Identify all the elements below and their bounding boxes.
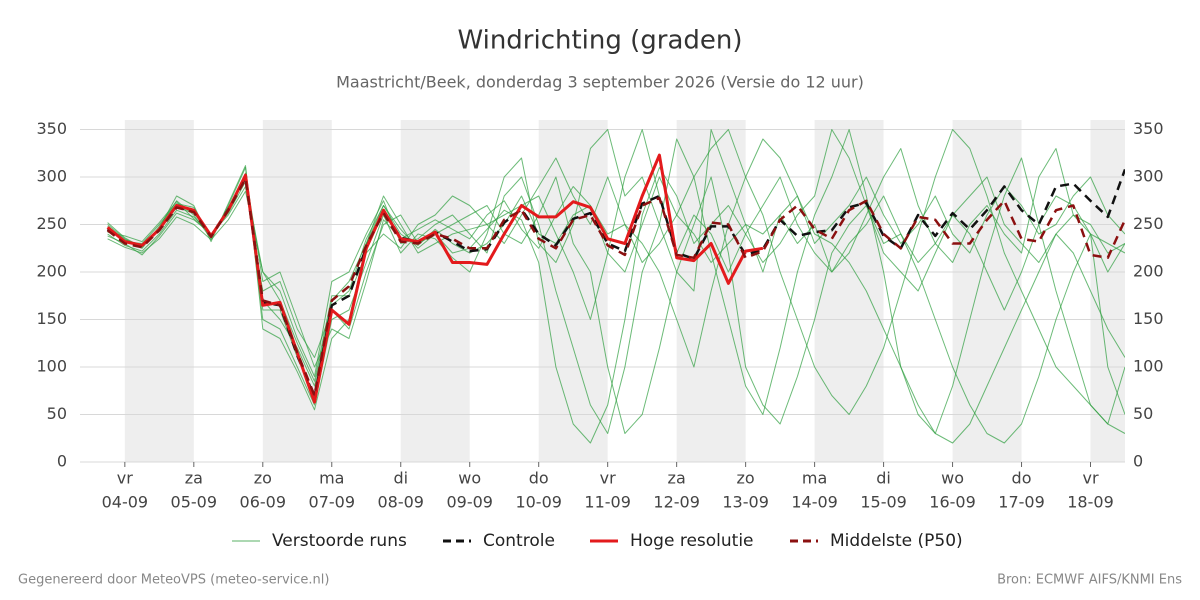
x-tick-label: 17-09 bbox=[998, 493, 1045, 512]
day-band bbox=[952, 120, 1022, 462]
y2-tick-label: 50 bbox=[1133, 404, 1153, 423]
x-tick-label: 13-09 bbox=[722, 493, 769, 512]
y-tick-label: 100 bbox=[36, 357, 67, 376]
member-line bbox=[107, 138, 1125, 444]
member-line bbox=[107, 167, 1125, 387]
x-tick-weekday: di bbox=[393, 469, 408, 488]
x-tick-label: 07-09 bbox=[309, 493, 356, 512]
x-tick-weekday: wo bbox=[458, 469, 481, 488]
x-tick-label: 11-09 bbox=[584, 493, 631, 512]
y2-tick-label: 150 bbox=[1133, 309, 1164, 328]
day-band bbox=[262, 120, 332, 462]
x-tick-weekday: ma bbox=[802, 469, 827, 488]
day-band bbox=[400, 120, 470, 462]
footer-right: Bron: ECMWF AIFS/KNMI Ens bbox=[997, 573, 1182, 588]
x-tick-weekday: do bbox=[1012, 469, 1032, 488]
legend-label: Controle bbox=[483, 531, 555, 551]
x-tick-label: 18-09 bbox=[1067, 493, 1114, 512]
plot bbox=[106, 129, 1125, 444]
footer-left: Gegenereerd door MeteoVPS (meteo-service… bbox=[18, 573, 329, 588]
x-tick-weekday: ma bbox=[319, 469, 344, 488]
x-tick-weekday: di bbox=[876, 469, 891, 488]
y-tick-label: 250 bbox=[36, 214, 67, 233]
x-tick-label: 08-09 bbox=[377, 493, 424, 512]
x-tick-label: 10-09 bbox=[515, 493, 562, 512]
x-tick-label: 05-09 bbox=[171, 493, 218, 512]
member-line bbox=[107, 176, 1125, 444]
day-band bbox=[124, 120, 194, 462]
x-tick-weekday: zo bbox=[254, 469, 272, 488]
y2-tick-label: 300 bbox=[1133, 167, 1164, 186]
x-tick-weekday: do bbox=[529, 469, 549, 488]
y2-tick-label: 200 bbox=[1133, 262, 1164, 281]
x-tick-label: 06-09 bbox=[240, 493, 287, 512]
y-tick-label: 150 bbox=[36, 309, 67, 328]
x-tick-weekday: vr bbox=[1082, 469, 1098, 488]
member-line bbox=[107, 129, 1125, 411]
y2-tick-label: 100 bbox=[1133, 357, 1164, 376]
x-tick-weekday: vr bbox=[600, 469, 616, 488]
x-tick-label: 14-09 bbox=[791, 493, 838, 512]
legend-label: Hoge resolutie bbox=[630, 531, 754, 551]
x-tick-label: 04-09 bbox=[102, 493, 149, 512]
x-tick-label: 15-09 bbox=[860, 493, 907, 512]
chart-subtitle: Maastricht/Beek, donderdag 3 september 2… bbox=[336, 73, 864, 92]
y2-tick-label: 250 bbox=[1133, 214, 1164, 233]
x-tick-weekday: wo bbox=[941, 469, 964, 488]
y-tick-label: 350 bbox=[36, 119, 67, 138]
member-line bbox=[107, 129, 1125, 434]
y2-tick-label: 350 bbox=[1133, 119, 1164, 138]
day-band bbox=[814, 120, 884, 462]
x-tick-weekday: zo bbox=[737, 469, 755, 488]
x-tick-label: 09-09 bbox=[446, 493, 493, 512]
y-tick-label: 200 bbox=[36, 262, 67, 281]
x-tick-label: 16-09 bbox=[929, 493, 976, 512]
legend-label: Middelste (P50) bbox=[830, 531, 963, 551]
series-line bbox=[106, 177, 1125, 397]
x-tick-weekday: za bbox=[185, 469, 203, 488]
y-tick-label: 300 bbox=[36, 167, 67, 186]
x-tick-label: 12-09 bbox=[653, 493, 700, 512]
chart-title: Windrichting (graden) bbox=[457, 26, 742, 56]
y2-tick-label: 0 bbox=[1133, 452, 1143, 471]
member-line bbox=[107, 129, 1125, 406]
legend-label: Verstoorde runs bbox=[272, 531, 407, 551]
x-tick-weekday: za bbox=[668, 469, 686, 488]
x-tick-weekday: vr bbox=[117, 469, 133, 488]
y-tick-label: 50 bbox=[47, 404, 67, 423]
member-line bbox=[107, 129, 1125, 444]
y-tick-label: 0 bbox=[57, 452, 67, 471]
